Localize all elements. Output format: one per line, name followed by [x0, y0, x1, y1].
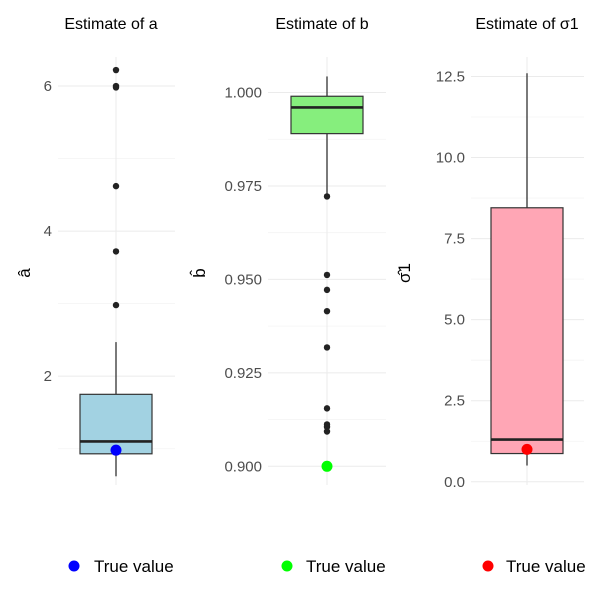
outlier-point: [323, 344, 331, 351]
panel-2: 0.900 0.925 0.950 0.975 1.000 Estimate of b b̂: [189, 16, 386, 485]
panel-title: Estimate of σ1: [475, 16, 578, 33]
y-tick-label: 1.000: [224, 85, 262, 102]
box-iqr: [490, 207, 564, 455]
outlier-point: [323, 405, 331, 412]
panel-title: Estimate of a: [64, 16, 157, 33]
outlier-point: [323, 286, 331, 294]
y-tick-label: 2: [44, 368, 52, 385]
legend-label: True value: [506, 557, 586, 576]
true-value-point: [321, 460, 333, 472]
outlier-point: [112, 66, 120, 74]
y-tick-label: 5.0: [444, 312, 465, 329]
legend-3: True value: [482, 557, 586, 576]
y-tick-label: 0.0: [444, 474, 465, 491]
y-tick-label: 0.975: [224, 178, 262, 195]
y-tick-label: 4: [44, 223, 52, 240]
panel-1: 2 4 6 Estimate of a â: [15, 16, 175, 485]
y-axis-label: â: [15, 268, 34, 278]
y-tick-label: 2.5: [444, 393, 465, 410]
legend-2: True value: [281, 557, 386, 576]
true-value-point: [521, 443, 533, 455]
outlier-point: [323, 307, 331, 315]
outlier-point: [112, 248, 120, 255]
y-tick-label: 0.900: [224, 458, 262, 475]
y-tick-label: 12.5: [436, 68, 465, 85]
legend-label: True value: [306, 557, 386, 576]
box-iqr: [290, 95, 364, 135]
y-tick-label: 10.0: [436, 150, 465, 167]
y-tick-label: 6: [44, 78, 52, 95]
y-axis-label: σ̂1: [395, 263, 414, 283]
legend-marker: [281, 560, 293, 572]
legend-1: True value: [68, 557, 174, 576]
y-tick-label: 7.5: [444, 231, 465, 248]
y-tick-label: 0.950: [224, 271, 262, 288]
panel-title: Estimate of b: [275, 16, 368, 33]
outlier-point: [112, 301, 120, 309]
legend-marker: [482, 560, 494, 572]
outlier-point: [112, 182, 120, 190]
y-axis-label: b̂: [189, 268, 209, 277]
legend-label: True value: [94, 557, 174, 576]
outlier-point: [323, 428, 331, 435]
legend-marker: [68, 560, 80, 572]
panel-3: 0.0 2.5 5.0 7.5 10.0 12.5 Estimate of σ1 σ̂1: [395, 16, 584, 491]
outlier-point: [112, 84, 120, 91]
outlier-point: [323, 423, 331, 431]
box-iqr: [79, 393, 153, 455]
true-value-point: [110, 444, 122, 456]
outlier-point: [323, 271, 331, 279]
y-tick-label: 0.925: [224, 365, 262, 382]
outlier-point: [323, 193, 331, 200]
